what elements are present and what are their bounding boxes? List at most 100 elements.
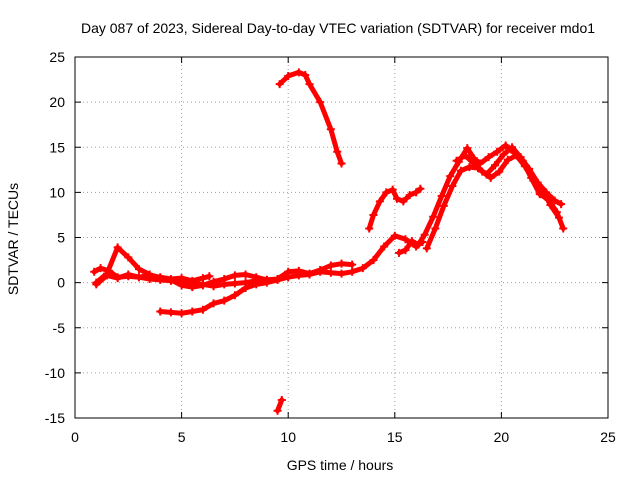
- data-point-marker: [431, 224, 440, 233]
- data-point-marker: [358, 264, 367, 273]
- data-point-marker: [422, 244, 431, 253]
- data-point-marker: [501, 141, 510, 150]
- data-point-marker: [316, 98, 325, 107]
- data-point-marker: [252, 280, 261, 289]
- data-point-marker: [230, 279, 239, 288]
- data-point-marker: [399, 197, 408, 206]
- data-point-marker: [520, 162, 529, 171]
- data-point-marker: [503, 155, 512, 164]
- data-point-marker: [188, 276, 197, 285]
- data-point-marker: [177, 281, 186, 290]
- data-point-marker: [546, 201, 555, 210]
- y-tick-label: 5: [57, 230, 65, 246]
- data-point-marker: [412, 188, 421, 197]
- data-point-marker: [294, 68, 303, 77]
- y-tick-label: -15: [45, 410, 65, 426]
- data-point-marker: [446, 172, 455, 181]
- data-point-marker: [166, 275, 175, 284]
- data-point-marker: [529, 176, 538, 185]
- data-point-marker: [390, 231, 399, 240]
- series-track-f: [273, 395, 286, 415]
- data-point-marker: [145, 271, 154, 280]
- data-point-marker: [388, 185, 397, 194]
- y-tick-label: 25: [49, 49, 65, 65]
- data-point-marker: [369, 210, 378, 219]
- data-point-marker: [429, 212, 438, 221]
- x-tick-label: 5: [178, 429, 186, 445]
- data-point-marker: [113, 243, 122, 252]
- data-point-marker: [209, 299, 218, 308]
- data-point-marker: [156, 307, 165, 316]
- y-tick-label: 10: [49, 184, 65, 200]
- data-point-marker: [252, 273, 261, 282]
- data-point-marker: [90, 267, 99, 276]
- data-point-marker: [333, 147, 342, 156]
- data-point-marker: [375, 197, 384, 206]
- data-point-marker: [495, 167, 504, 176]
- data-point-marker: [273, 406, 282, 415]
- data-point-marker: [348, 267, 357, 276]
- data-point-marker: [326, 268, 335, 277]
- data-point-marker: [348, 260, 357, 269]
- data-point-marker: [484, 153, 493, 162]
- series-track-c: [92, 270, 214, 289]
- y-tick-label: -5: [53, 320, 66, 336]
- data-point-marker: [198, 305, 207, 314]
- data-point-marker: [305, 80, 314, 89]
- data-point-marker: [486, 173, 495, 182]
- data-point-marker: [113, 274, 122, 283]
- x-tick-label: 20: [494, 429, 510, 445]
- data-point-marker: [92, 280, 101, 289]
- data-point-marker: [102, 271, 111, 280]
- data-point-marker: [550, 196, 559, 205]
- x-tick-label: 25: [600, 429, 616, 445]
- data-point-marker: [405, 191, 414, 200]
- data-point-marker: [337, 259, 346, 268]
- data-point-marker: [392, 194, 401, 203]
- data-point-marker: [241, 284, 250, 293]
- data-point-marker: [420, 230, 429, 239]
- data-point-marker: [241, 270, 250, 279]
- data-point-marker: [465, 163, 474, 172]
- data-point-marker: [380, 242, 389, 251]
- data-point-marker: [416, 184, 425, 193]
- data-point-marker: [439, 201, 448, 210]
- x-tick-label: 0: [71, 429, 79, 445]
- data-point-marker: [559, 224, 568, 233]
- data-point-marker: [188, 307, 197, 316]
- data-point-marker: [414, 240, 423, 249]
- series-track-g: [365, 184, 425, 233]
- data-points: [90, 68, 568, 415]
- data-point-marker: [230, 291, 239, 300]
- data-point-marker: [166, 308, 175, 317]
- data-point-marker: [96, 264, 105, 273]
- data-point-marker: [198, 274, 207, 283]
- x-tick-label: 10: [280, 429, 296, 445]
- data-point-marker: [369, 256, 378, 265]
- chart-title: Day 087 of 2023, Sidereal Day-to-day VTE…: [81, 20, 595, 36]
- data-point-marker: [557, 200, 566, 209]
- data-point-marker: [209, 277, 218, 286]
- data-point-marker: [284, 71, 293, 80]
- y-axis-label: SDTVAR / TECUs: [5, 183, 21, 295]
- y-tick-label: 0: [57, 275, 65, 291]
- y-tick-label: -10: [45, 365, 65, 381]
- data-point-marker: [461, 151, 470, 160]
- series-track-e: [275, 68, 346, 168]
- data-point-marker: [134, 265, 143, 274]
- series-track-b: [92, 243, 357, 292]
- data-point-marker: [177, 274, 186, 283]
- data-point-marker: [469, 159, 478, 168]
- data-point-marker: [401, 246, 410, 255]
- data-point-marker: [491, 161, 500, 170]
- data-point-marker: [316, 265, 325, 274]
- data-point-marker: [262, 278, 271, 287]
- data-point-marker: [134, 273, 143, 282]
- x-axis-label: GPS time / hours: [287, 457, 394, 473]
- data-point-marker: [326, 125, 335, 134]
- data-point-marker: [284, 267, 293, 276]
- data-point-marker: [448, 182, 457, 191]
- data-point-marker: [463, 144, 472, 153]
- data-point-marker: [478, 167, 487, 176]
